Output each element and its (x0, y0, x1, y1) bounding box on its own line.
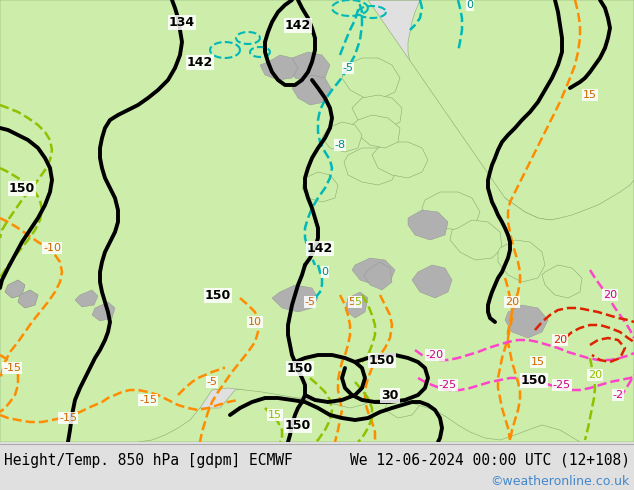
Text: -2: -2 (612, 390, 624, 400)
Polygon shape (505, 305, 548, 338)
Text: 150: 150 (287, 362, 313, 374)
Polygon shape (5, 280, 25, 298)
Polygon shape (518, 338, 562, 378)
Polygon shape (368, 295, 400, 338)
Text: 150: 150 (205, 289, 231, 301)
Polygon shape (308, 240, 348, 272)
Polygon shape (538, 352, 565, 372)
Text: 150: 150 (521, 373, 547, 387)
Polygon shape (542, 265, 582, 298)
Polygon shape (348, 312, 368, 340)
Polygon shape (360, 252, 398, 295)
Polygon shape (258, 0, 370, 250)
Text: -15: -15 (3, 363, 21, 373)
Polygon shape (270, 48, 292, 68)
Polygon shape (372, 142, 428, 178)
Polygon shape (385, 392, 420, 418)
Text: We 12-06-2024 00:00 UTC (12+108): We 12-06-2024 00:00 UTC (12+108) (350, 453, 630, 468)
Text: 30: 30 (381, 389, 399, 401)
Polygon shape (345, 292, 365, 315)
Polygon shape (342, 58, 400, 98)
Text: 5: 5 (349, 297, 356, 307)
Polygon shape (488, 295, 548, 342)
Text: -25: -25 (439, 380, 457, 390)
Text: 142: 142 (307, 242, 333, 254)
Polygon shape (428, 285, 465, 322)
Polygon shape (408, 210, 448, 240)
Polygon shape (275, 0, 302, 20)
Text: -25: -25 (553, 380, 571, 390)
Text: 0: 0 (467, 0, 474, 10)
Polygon shape (60, 0, 105, 35)
Polygon shape (448, 348, 478, 380)
Text: -20: -20 (426, 350, 444, 360)
Polygon shape (344, 148, 398, 185)
Text: 20: 20 (588, 370, 602, 380)
Polygon shape (92, 302, 115, 321)
Text: 20: 20 (553, 335, 567, 345)
Polygon shape (352, 95, 402, 128)
Text: -5: -5 (342, 63, 354, 73)
Polygon shape (18, 290, 38, 308)
Polygon shape (310, 185, 342, 215)
Polygon shape (382, 338, 415, 385)
Polygon shape (352, 115, 400, 148)
Polygon shape (292, 75, 332, 105)
Text: 142: 142 (187, 55, 213, 69)
Text: -15: -15 (139, 395, 157, 405)
Polygon shape (292, 248, 338, 290)
Polygon shape (422, 192, 480, 230)
Polygon shape (318, 215, 342, 238)
Text: 10: 10 (248, 317, 262, 327)
Polygon shape (322, 122, 362, 152)
Polygon shape (0, 368, 634, 442)
Polygon shape (75, 290, 98, 307)
Polygon shape (220, 38, 234, 50)
Polygon shape (272, 285, 318, 312)
Polygon shape (170, 12, 218, 44)
Polygon shape (412, 265, 452, 298)
Text: 20: 20 (603, 290, 617, 300)
Text: 0: 0 (321, 267, 328, 277)
Polygon shape (5, 280, 25, 298)
Text: 150: 150 (369, 353, 395, 367)
Polygon shape (288, 52, 330, 82)
Text: -10: -10 (43, 243, 61, 253)
Text: Height/Temp. 850 hPa [gdpm] ECMWF: Height/Temp. 850 hPa [gdpm] ECMWF (4, 453, 293, 468)
Text: 150: 150 (285, 418, 311, 432)
Polygon shape (232, 82, 262, 115)
Text: 150: 150 (9, 181, 35, 195)
Polygon shape (0, 0, 634, 442)
Polygon shape (18, 290, 38, 308)
Polygon shape (302, 172, 338, 202)
Polygon shape (345, 292, 368, 318)
Polygon shape (325, 188, 358, 215)
Text: 20: 20 (505, 297, 519, 307)
Polygon shape (298, 278, 370, 332)
Polygon shape (352, 258, 395, 285)
Text: 134: 134 (169, 16, 195, 28)
Polygon shape (0, 0, 55, 50)
Polygon shape (412, 365, 432, 385)
Polygon shape (364, 262, 392, 290)
Polygon shape (448, 393, 485, 415)
Polygon shape (368, 0, 634, 220)
Text: 15: 15 (531, 357, 545, 367)
Text: -5: -5 (304, 297, 316, 307)
Text: 5: 5 (354, 297, 361, 307)
Polygon shape (248, 292, 315, 355)
Text: -8: -8 (335, 140, 346, 150)
Polygon shape (450, 220, 502, 260)
Polygon shape (498, 240, 545, 282)
Text: 15: 15 (583, 90, 597, 100)
Text: -15: -15 (59, 413, 77, 423)
Text: 142: 142 (285, 19, 311, 31)
Polygon shape (252, 58, 298, 120)
Polygon shape (260, 55, 298, 80)
Text: -5: -5 (207, 377, 217, 387)
Text: ©weatheronline.co.uk: ©weatheronline.co.uk (491, 475, 630, 488)
Polygon shape (442, 315, 478, 352)
Text: 15: 15 (268, 410, 282, 420)
